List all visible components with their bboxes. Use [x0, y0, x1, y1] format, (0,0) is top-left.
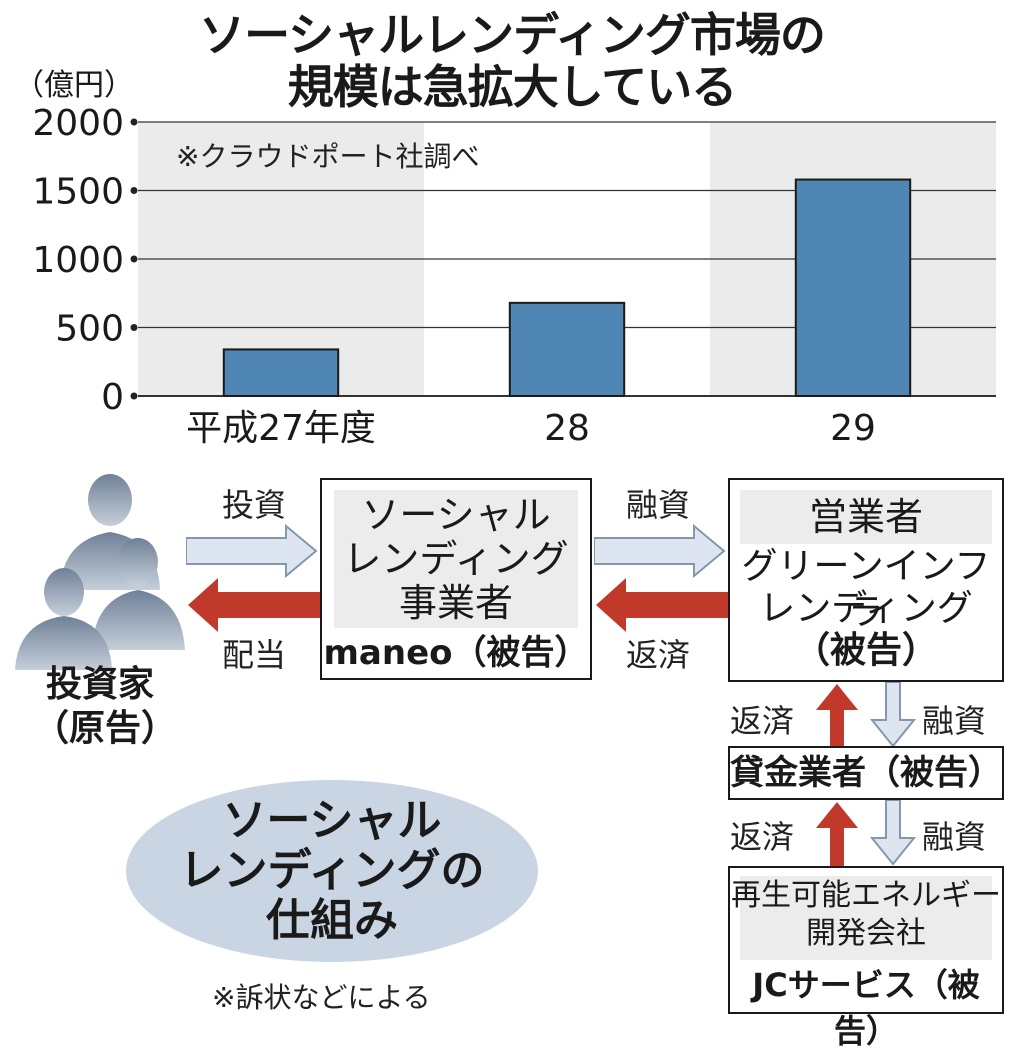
- platform-line3: 事業者: [398, 581, 513, 625]
- y-tick-label: 1500: [32, 172, 124, 213]
- y-tick-mark: [130, 255, 138, 263]
- operator-name-line2: レンディング: [759, 588, 973, 629]
- investor-label: 投資家: [45, 664, 154, 705]
- developer-box: 再生可能エネルギー 開発会社 JCサービス（被告）: [728, 866, 1004, 1050]
- y-tick-label: 0: [101, 377, 124, 418]
- developer-line2: 開発会社: [806, 916, 926, 951]
- chart-title-line1: ソーシャルレンディング市場の: [199, 8, 826, 62]
- platform-line2: レンディング: [343, 537, 569, 581]
- source-note: ※クラウドポート社調べ: [176, 140, 479, 173]
- platform-line1: ソーシャル: [361, 493, 551, 537]
- lender-label: 貸金業者（被告）: [730, 753, 1002, 793]
- x-tick-label: 平成27年度: [186, 408, 376, 449]
- repay-label-3: 返済: [730, 818, 795, 856]
- chart-title-line2: 規模は急拡大している: [287, 60, 738, 114]
- y-tick-label: 1000: [32, 240, 124, 281]
- finance-arrow: [594, 523, 726, 579]
- investor-people-icon: [15, 474, 185, 670]
- mechanism-ellipse: [126, 780, 538, 962]
- operator-name-line3: （被告）: [793, 630, 938, 671]
- invest-arrow: [186, 523, 318, 579]
- repay-label: 返済: [626, 636, 691, 674]
- bar-chart: 0 500 1000 1500 2000 平成27年度 28 29 ※クラウドポート社調べ: [32, 103, 996, 449]
- finance-label-2: 融資: [922, 702, 987, 740]
- footnote: ※訴状などによる: [212, 981, 431, 1014]
- mechanism-line2: レンディングの: [179, 845, 485, 896]
- developer-line1: 再生可能エネルギー: [731, 878, 1001, 913]
- bar: [508, 301, 626, 397]
- repay-arrow: [596, 578, 728, 632]
- bar: [222, 348, 340, 397]
- finance-label-3: 融資: [922, 818, 987, 856]
- investor-role: （原告）: [32, 708, 177, 749]
- repay-up-arrow-1: [816, 684, 858, 748]
- mechanism-line3: 仕組み: [266, 895, 398, 946]
- dividend-arrow: [188, 578, 320, 632]
- platform-box: ソーシャル レンディング 事業者 maneo（被告）: [320, 478, 592, 680]
- x-tick-label: 29: [830, 408, 876, 449]
- repay-label-2: 返済: [730, 702, 795, 740]
- dividend-label: 配当: [222, 636, 287, 674]
- y-tick-mark: [130, 118, 138, 126]
- invest-label: 投資: [222, 486, 287, 524]
- finance-down-arrow-2: [869, 800, 917, 866]
- y-axis: 0 500 1000 1500 2000: [32, 103, 138, 418]
- operator-name-line1: グリーンインフラ: [741, 546, 991, 633]
- finance-down-arrow-1: [869, 682, 917, 748]
- finance-label: 融資: [626, 486, 691, 524]
- lender-box: 貸金業者（被告）: [728, 746, 1004, 800]
- y-tick-label: 500: [55, 309, 124, 350]
- platform-name: maneo（被告）: [323, 633, 589, 673]
- x-axis: 平成27年度 28 29: [186, 408, 876, 449]
- mechanism-line1: ソーシャル: [222, 795, 442, 846]
- operator-box: 営業者 グリーンインフラ レンディング （被告）: [728, 478, 1004, 682]
- y-tick-mark: [130, 187, 138, 194]
- y-tick-mark: [130, 392, 138, 400]
- repay-up-arrow-2: [816, 802, 858, 866]
- unit-label: （億円）: [14, 68, 134, 103]
- developer-name: JCサービス（被告）: [752, 966, 980, 1050]
- bar: [794, 178, 912, 398]
- chart-bars: [222, 178, 912, 398]
- x-tick-label: 28: [544, 408, 590, 449]
- y-tick-label: 2000: [32, 103, 124, 144]
- operator-label: 営業者: [808, 495, 923, 539]
- y-tick-mark: [130, 324, 138, 331]
